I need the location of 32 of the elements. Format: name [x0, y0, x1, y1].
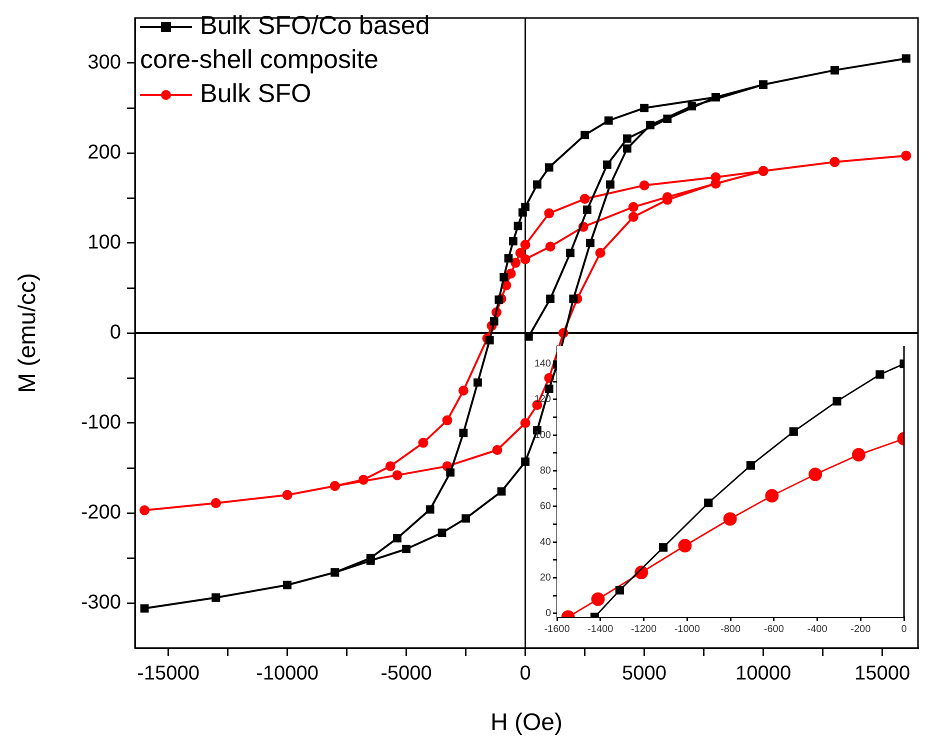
y-tick-label: -100: [80, 412, 121, 434]
x-tick-label: -200: [850, 624, 872, 635]
x-tick-label: 15000: [854, 662, 910, 685]
x-tick-label: 5000: [622, 662, 667, 685]
y-tick-label: 80: [540, 466, 552, 477]
x-tick-label: -5000: [380, 662, 432, 685]
y-tick-label: 0: [545, 608, 552, 620]
y-tick-label: 300: [88, 52, 121, 74]
y-tick-label: 20: [540, 572, 552, 584]
x-axis-title: H (Oe): [490, 709, 562, 736]
x-tick-label: -15000: [137, 662, 200, 685]
x-tick-label: -1600: [544, 624, 570, 635]
y-tick-label: 40: [540, 536, 552, 548]
x-tick-label: -400: [807, 624, 828, 635]
y-tick-label: -300: [80, 592, 121, 614]
legend-label: Bulk SFO: [199, 77, 312, 110]
x-tick-label: -10000: [256, 662, 318, 685]
x-tick-label: 0: [901, 624, 908, 635]
x-tick-label: -600: [764, 624, 784, 635]
y-tick-label: 140: [534, 358, 552, 370]
x-tick-label: -1000: [674, 624, 700, 635]
x-tick-label: -1200: [630, 624, 657, 635]
x-tick-label: 10000: [735, 662, 792, 685]
y-tick-label: 100: [88, 232, 121, 254]
x-tick-label: 0: [520, 662, 531, 685]
y-tick-label: 200: [88, 142, 121, 164]
x-tick-label: -1400: [588, 624, 614, 635]
x-tick-label: -800: [720, 624, 741, 635]
y-tick-label: 60: [540, 501, 552, 512]
y-tick-label: 0: [110, 322, 121, 344]
y-axis-title: M (emu/cc): [14, 273, 42, 393]
y-tick-label: -200: [80, 502, 121, 524]
